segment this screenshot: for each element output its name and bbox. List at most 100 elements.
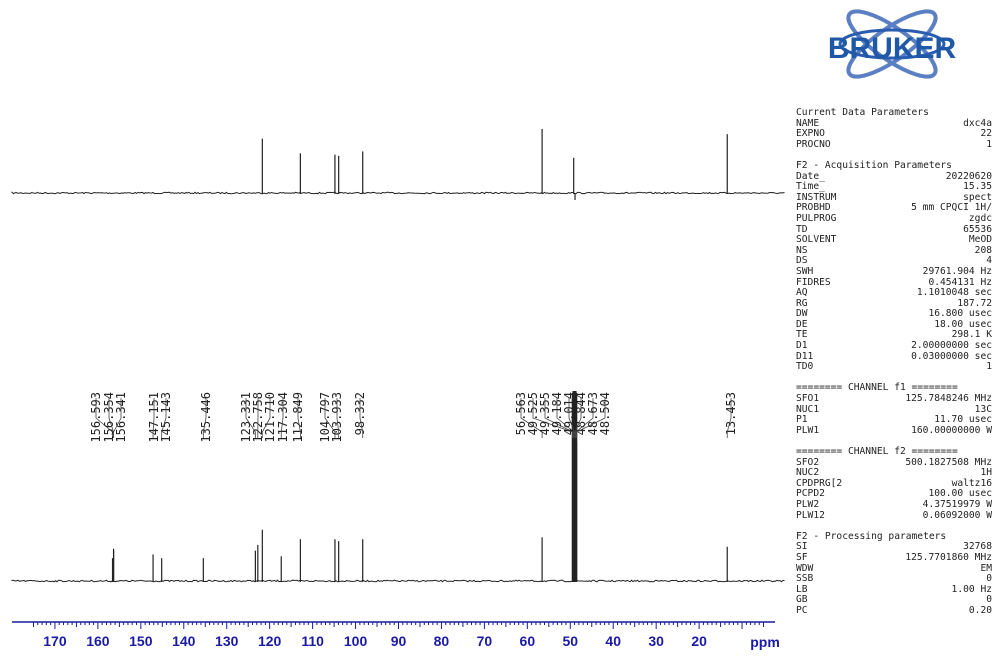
param-row: D11 0.03000000 sec xyxy=(796,350,992,363)
param-row: TD0 1 xyxy=(796,362,992,373)
bruker-logo: BRUKER xyxy=(828,9,957,79)
x-tick-label: 170 xyxy=(43,633,67,649)
param-key: PROCNO xyxy=(796,138,831,150)
param-row: P1 11.70 usec xyxy=(796,415,992,426)
param-row: PLW12 0.06092000 W xyxy=(796,509,992,522)
peak-label-connector xyxy=(574,398,582,438)
param-key: Time_ xyxy=(796,181,825,193)
param-key: SFO2 xyxy=(796,456,820,468)
x-tick-label: 130 xyxy=(215,633,239,649)
param-unit: W xyxy=(986,509,992,521)
param-row: NAME dxc4a xyxy=(796,117,992,130)
param-row: Time_ 15.35 xyxy=(796,182,992,193)
param-value: 29761.904 xyxy=(922,265,981,277)
x-tick-label: 60 xyxy=(520,633,536,649)
param-key: WDW xyxy=(796,562,814,574)
peak-label-connector xyxy=(245,398,256,438)
param-key: PLW12 xyxy=(796,509,825,521)
param-unit: MHz xyxy=(974,551,992,563)
param-value: 0.06092000 xyxy=(922,509,987,521)
bruker-logo-text: BRUKER xyxy=(828,32,957,65)
param-key: NUC1 xyxy=(796,403,820,415)
param-value: 65536 xyxy=(963,223,992,235)
param-value: 125.7701860 xyxy=(905,551,975,563)
param-unit: MHz xyxy=(974,456,992,468)
param-row: LB 1.00 Hz xyxy=(796,583,992,596)
peak-label-connector xyxy=(568,398,575,438)
solvent-multiplet-block xyxy=(571,442,578,581)
peak-label-connector xyxy=(95,398,113,438)
param-value: 0 xyxy=(986,573,992,585)
param-value: 18.00 xyxy=(934,318,969,330)
param-value: 125.7848246 xyxy=(905,393,975,405)
param-key: RG xyxy=(796,297,808,309)
peak-label-connector xyxy=(336,398,340,438)
param-row: PCPD2 100.00 usec xyxy=(796,489,992,500)
param-key: INSTRUM xyxy=(796,191,837,203)
dept-trace-baseline xyxy=(11,191,785,195)
peak-label-connector xyxy=(261,398,271,438)
x-tick-label: 70 xyxy=(477,633,493,649)
param-value: 1 xyxy=(986,361,992,373)
param-value: waltz16 xyxy=(951,477,992,489)
param-value: 1 xyxy=(986,138,992,150)
param-key: TD xyxy=(796,223,808,235)
param-key: CPDPRG[2 xyxy=(796,477,843,489)
param-unit: usec xyxy=(968,414,992,426)
param-row: SFO1 125.7848246 MHz xyxy=(796,393,992,405)
x-tick-label: 100 xyxy=(344,633,368,649)
param-row: SOLVENT MeOD xyxy=(796,235,992,246)
param-key: Date_ xyxy=(796,170,825,182)
peak-label-connector xyxy=(576,398,606,438)
peak-label-connector xyxy=(324,398,336,438)
param-value: 187.72 xyxy=(957,297,992,309)
param-value: 4.37519979 xyxy=(922,498,987,510)
param-value: 32768 xyxy=(963,541,992,553)
param-row: PROBHD 5 mm CPQCI 1H/ xyxy=(796,203,992,214)
param-row: NS 208 xyxy=(796,244,992,257)
param-value: 5 mm CPQCI 1H/ xyxy=(911,202,992,214)
param-key: LB xyxy=(796,583,808,595)
param-key: AQ xyxy=(796,287,808,299)
param-key: PULPROG xyxy=(796,212,837,224)
param-value: 2.00000000 xyxy=(911,340,975,352)
param-key: GB xyxy=(796,594,808,606)
param-value: 208 xyxy=(974,244,992,256)
param-key: DS xyxy=(796,255,808,267)
param-value: 298.1 xyxy=(951,329,987,341)
param-value: 1.1010048 xyxy=(916,287,975,299)
acquisition-parameters-panel: Current Data Parameters NAME dxc4a EXPNO 22 P… xyxy=(796,107,992,617)
param-row: SSB 0 xyxy=(796,574,992,585)
param-value: 160.00000000 xyxy=(911,424,987,436)
param-key: NAME xyxy=(796,117,820,129)
param-value: 0 xyxy=(986,594,992,606)
param-row: Date_ 20220620 xyxy=(796,170,992,183)
param-unit: Hz xyxy=(980,265,992,277)
peak-label-connector xyxy=(726,398,732,438)
param-section-title: ======== CHANNEL f2 ======== xyxy=(796,446,958,457)
param-unit: usec xyxy=(968,308,992,320)
param-unit: sec xyxy=(974,350,992,362)
param-unit: usec xyxy=(968,318,992,330)
param-value: spect xyxy=(963,191,992,203)
param-unit: Hz xyxy=(980,276,992,288)
param-value: 100.00 xyxy=(928,488,969,500)
param-key: SF xyxy=(796,551,808,563)
param-row: PULPROG zgdc xyxy=(796,212,992,225)
param-key: PC xyxy=(796,604,808,616)
param-row: NUC1 13C xyxy=(796,403,992,416)
param-value: zgdc xyxy=(968,212,992,224)
peak-label-connector xyxy=(113,398,122,438)
param-key: D11 xyxy=(796,350,814,362)
param-value: 0.20 xyxy=(968,604,992,616)
param-key: PCPD2 xyxy=(796,488,825,500)
param-value: 0.454131 xyxy=(928,276,981,288)
param-row: WDW EM xyxy=(796,562,992,575)
param-row: D1 2.00000000 sec xyxy=(796,340,992,352)
param-row: AQ 1.1010048 sec xyxy=(796,287,992,299)
param-row: FIDRES 0.454131 Hz xyxy=(796,276,992,289)
x-tick-label: 140 xyxy=(172,633,196,649)
param-row: SWH 29761.904 Hz xyxy=(796,265,992,278)
x-tick-label: 80 xyxy=(434,633,450,649)
param-key: PROBHD xyxy=(796,202,831,214)
